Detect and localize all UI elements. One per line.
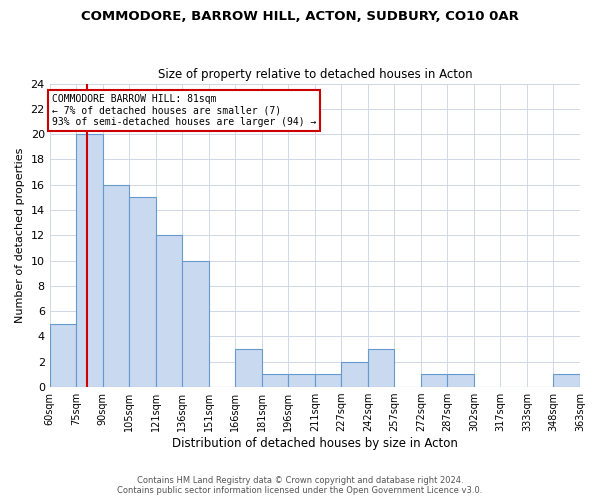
Bar bbox=[76, 134, 103, 387]
Bar bbox=[156, 236, 182, 387]
Bar bbox=[341, 362, 368, 387]
Bar bbox=[182, 260, 209, 387]
Bar bbox=[368, 349, 394, 387]
X-axis label: Distribution of detached houses by size in Acton: Distribution of detached houses by size … bbox=[172, 437, 458, 450]
Bar bbox=[129, 198, 156, 387]
Bar bbox=[315, 374, 341, 387]
Bar bbox=[421, 374, 448, 387]
Bar bbox=[448, 374, 474, 387]
Title: Size of property relative to detached houses in Acton: Size of property relative to detached ho… bbox=[158, 68, 472, 81]
Bar bbox=[103, 184, 129, 387]
Text: COMMODORE BARROW HILL: 81sqm
← 7% of detached houses are smaller (7)
93% of semi: COMMODORE BARROW HILL: 81sqm ← 7% of det… bbox=[52, 94, 316, 127]
Y-axis label: Number of detached properties: Number of detached properties bbox=[15, 148, 25, 323]
Bar bbox=[235, 349, 262, 387]
Text: Contains HM Land Registry data © Crown copyright and database right 2024.
Contai: Contains HM Land Registry data © Crown c… bbox=[118, 476, 482, 495]
Bar bbox=[262, 374, 289, 387]
Bar bbox=[289, 374, 315, 387]
Bar bbox=[553, 374, 580, 387]
Bar bbox=[50, 324, 76, 387]
Text: COMMODORE, BARROW HILL, ACTON, SUDBURY, CO10 0AR: COMMODORE, BARROW HILL, ACTON, SUDBURY, … bbox=[81, 10, 519, 23]
